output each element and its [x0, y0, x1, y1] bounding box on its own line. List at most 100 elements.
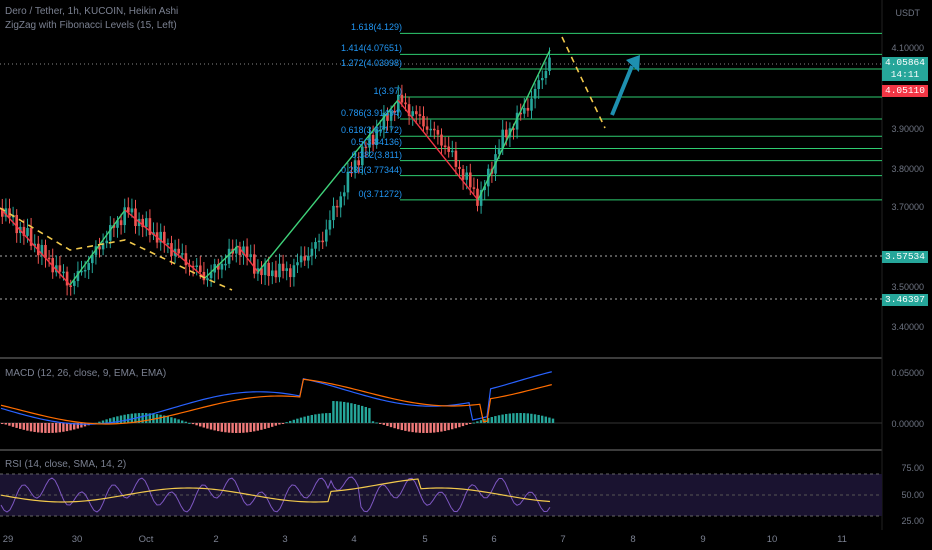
candle-body [523, 107, 526, 114]
candle-body [206, 278, 209, 281]
macd-histogram-bar [397, 423, 400, 430]
candle-body [353, 160, 357, 173]
macd-histogram-bar [170, 417, 173, 423]
candle-body [199, 265, 202, 272]
macd-histogram-bar [224, 423, 227, 433]
time-axis-label: 9 [700, 534, 706, 545]
macd-histogram-bar [1, 423, 4, 424]
candle-body [163, 231, 166, 244]
candle-body [343, 192, 346, 197]
candle-body [134, 208, 137, 227]
candle-body [83, 269, 87, 272]
macd-histogram-bar [80, 423, 83, 428]
macd-histogram-bar [47, 423, 51, 433]
price-tick: 3.50000 [891, 282, 924, 292]
candle-body [386, 112, 389, 121]
candle-body [65, 271, 69, 286]
candle-body [443, 145, 447, 148]
macd-histogram-bar [238, 423, 241, 433]
macd-histogram-bar [163, 415, 166, 423]
time-axis-label: 3 [282, 534, 288, 545]
candle-body [433, 128, 436, 131]
candle-body [202, 271, 206, 281]
macd-histogram-bar [213, 423, 216, 431]
candle-body [479, 190, 483, 206]
candle-body [530, 98, 533, 111]
macd-histogram-bar [472, 422, 475, 424]
macd-histogram-bar [508, 413, 511, 423]
macd-histogram-bar [260, 423, 263, 430]
macd-histogram-bar [479, 420, 483, 423]
macd-histogram-bar [296, 418, 299, 423]
macd-histogram-bar [541, 415, 544, 423]
candle-body [166, 243, 170, 245]
fib-level-label: 0.786(3.91494) [340, 108, 402, 119]
price-tick: 3.80000 [891, 164, 924, 174]
macd-histogram-bar [188, 422, 191, 424]
candle-body [69, 285, 72, 287]
macd-histogram-bar [335, 401, 339, 423]
candle-body [55, 265, 58, 273]
candle-body [119, 220, 123, 226]
candle-body [451, 150, 454, 153]
candle-body [404, 102, 407, 105]
macd-histogram-bar [177, 419, 180, 423]
candle-body [109, 225, 112, 241]
macd-histogram-bar [497, 415, 501, 423]
candle-body [242, 246, 245, 256]
time-axis-label: Oct [138, 534, 154, 545]
macd-histogram-bar [292, 419, 295, 423]
last-price-value: 4.05864 [885, 57, 925, 68]
macd-histogram-bar [357, 404, 360, 423]
candle-body [26, 227, 29, 236]
macd-histogram-bar [148, 413, 151, 423]
time-axis-label: 11 [837, 534, 847, 545]
candle-body [505, 129, 508, 138]
candle-body [188, 265, 191, 267]
candle-body [476, 188, 479, 206]
macd-histogram-bar [461, 423, 465, 427]
macd-histogram-bar [220, 423, 223, 432]
zigzag-segment [257, 99, 399, 273]
macd-histogram-bar [332, 401, 335, 423]
rsi-ma-line [0, 478, 551, 503]
rsi-tick: 25.00 [901, 516, 924, 526]
candle-body [184, 253, 188, 266]
zigzag-segment [237, 245, 259, 273]
candle-body [469, 172, 472, 188]
candle-body [375, 129, 378, 145]
candle-body [317, 240, 321, 243]
macd-histogram-bar [487, 417, 490, 423]
macd-histogram-bar [285, 422, 288, 424]
candle-body [177, 248, 180, 254]
candle-body [364, 146, 368, 149]
candle-body [299, 256, 303, 263]
candle-body [368, 134, 371, 148]
macd-histogram-bar [476, 421, 479, 423]
candle-body [227, 248, 231, 264]
fib-level-label: 0(3.71272) [358, 188, 402, 199]
price-tick: 3.70000 [891, 202, 924, 212]
candle-body [512, 128, 515, 130]
macd-histogram-bar [512, 413, 515, 423]
candle-body [47, 257, 51, 260]
candle-body [271, 270, 274, 277]
time-axis-label: 10 [766, 534, 778, 545]
macd-histogram-bar [299, 417, 303, 423]
candle-body [101, 243, 105, 250]
candle-body [296, 262, 299, 266]
macd-histogram-bar [105, 419, 108, 423]
macd-histogram-bar [249, 423, 252, 432]
trend-dashed-line [0, 207, 233, 291]
candle-body [515, 112, 519, 130]
macd-histogram-bar [278, 423, 281, 425]
zigzag-segment [204, 245, 239, 279]
candle-body [357, 160, 360, 166]
macd-histogram-bar [310, 414, 313, 423]
macd-histogram-bar [415, 423, 418, 433]
macd-histogram-bar [173, 418, 177, 423]
candle-body [429, 128, 432, 131]
candle-body [73, 281, 76, 286]
macd-histogram-bar [116, 416, 119, 423]
